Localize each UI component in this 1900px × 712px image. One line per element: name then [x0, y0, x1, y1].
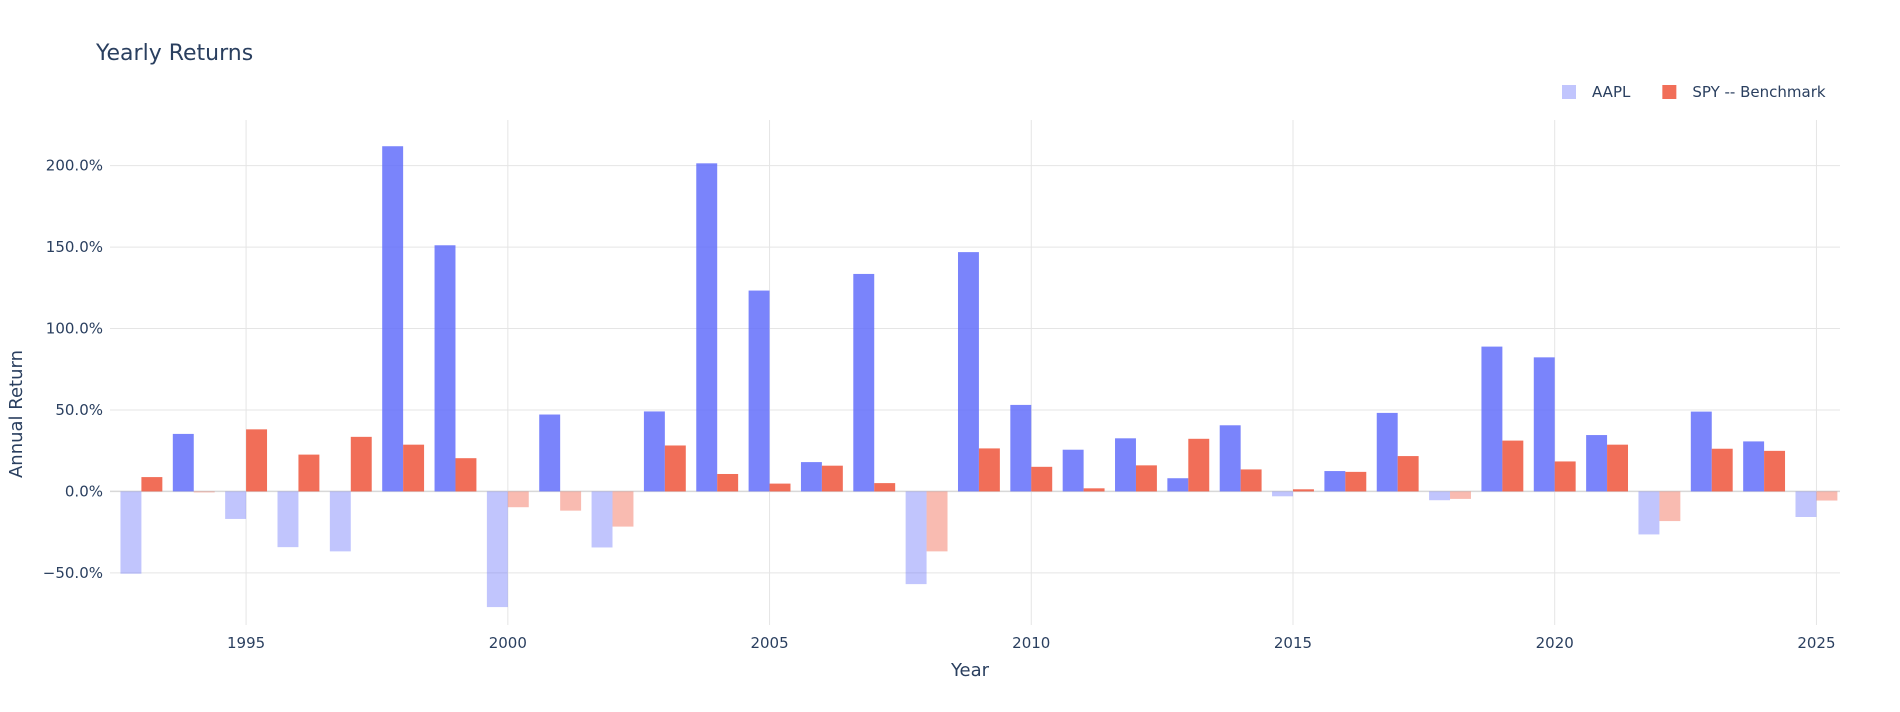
- spy-bar: [403, 444, 425, 492]
- aapl-bar: [1481, 346, 1503, 492]
- spy-bar: [507, 491, 529, 508]
- spy-bar: [560, 491, 582, 511]
- spy-bar: [769, 483, 791, 492]
- x-tick-label: 2010: [1012, 634, 1050, 652]
- aapl-bar: [1743, 441, 1765, 492]
- spy-bar: [1502, 440, 1524, 492]
- spy-bar: [1240, 469, 1262, 492]
- spy-bar: [246, 429, 268, 492]
- y-tick-label: 50.0%: [55, 401, 103, 419]
- aapl-bar: [591, 491, 613, 548]
- aapl-bar: [1638, 491, 1660, 535]
- aapl-bar: [1062, 449, 1084, 492]
- aapl-bar: [1272, 491, 1293, 497]
- spy-bar: [193, 491, 215, 493]
- spy-bar: [298, 454, 320, 492]
- x-tick-label: 1995: [227, 634, 265, 652]
- spy-bar: [1764, 450, 1786, 492]
- aapl-bar: [277, 491, 299, 548]
- spy-bar: [664, 445, 686, 492]
- spy-bar: [141, 477, 163, 492]
- legend-label: SPY -- Benchmark: [1692, 83, 1826, 101]
- x-tick-label: 2025: [1797, 634, 1835, 652]
- aapl-bar: [329, 491, 351, 552]
- y-tick-label: 0.0%: [65, 482, 103, 500]
- aapl-bar: [1324, 471, 1346, 492]
- aapl-bar: [800, 462, 822, 492]
- aapl-bar: [1586, 435, 1608, 492]
- aapl-bar: [957, 252, 979, 492]
- legend-swatch: [1562, 85, 1576, 99]
- aapl-bar: [1115, 438, 1136, 492]
- legend[interactable]: AAPL SPY -- Benchmark: [1562, 83, 1826, 101]
- aapl-bar: [434, 245, 456, 492]
- spy-bar: [978, 448, 1000, 492]
- spy-bar: [1135, 465, 1157, 492]
- spy-bar: [612, 491, 634, 527]
- aapl-bar: [1533, 357, 1555, 492]
- axes: 1995 2000 2005 2010 2015 2020 2025 −50.0% 0.0% 50…: [43, 157, 1836, 652]
- aapl-bar: [1795, 491, 1817, 517]
- spy-bar: [350, 436, 372, 492]
- aapl-bar: [382, 146, 404, 492]
- spy-bar: [1345, 471, 1367, 492]
- x-axis-title: Year: [950, 660, 990, 681]
- spy-bar: [717, 473, 739, 492]
- spy-bar: [1554, 461, 1576, 492]
- legend-item-aapl[interactable]: AAPL: [1562, 83, 1631, 101]
- aapl-bar: [853, 273, 875, 492]
- y-tick-label: −50.0%: [43, 564, 103, 582]
- spy-bar: [1083, 488, 1105, 492]
- legend-item-spy[interactable]: SPY -- Benchmark: [1662, 83, 1826, 101]
- aapl-bar: [696, 163, 718, 492]
- y-tick-label: 200.0%: [46, 157, 103, 175]
- spy-bar: [1607, 444, 1629, 492]
- aapl-bar: [905, 491, 927, 585]
- spy-bar: [1659, 491, 1681, 522]
- spy-bar: [926, 491, 948, 552]
- aapl-bar: [486, 491, 508, 608]
- aapl-bar: [643, 411, 665, 492]
- spy-bar: [1188, 438, 1210, 492]
- y-tick-label: 150.0%: [46, 238, 103, 256]
- aapl-bar: [748, 290, 770, 492]
- aapl-bar: [1167, 478, 1189, 492]
- y-tick-label: 100.0%: [46, 320, 103, 338]
- chart-title: Yearly Returns: [95, 41, 253, 66]
- y-axis-title: Annual Return: [6, 350, 27, 478]
- aapl-bar: [1010, 404, 1032, 492]
- aapl-bar: [225, 491, 247, 519]
- aapl-bar: [1690, 411, 1712, 492]
- spy-bar: [455, 458, 477, 492]
- spy-bar: [821, 465, 843, 492]
- bars: [120, 146, 1838, 608]
- spy-bar: [874, 483, 896, 492]
- spy-bar: [1816, 491, 1838, 501]
- x-tick-label: 2000: [489, 634, 527, 652]
- x-tick-label: 2020: [1536, 634, 1574, 652]
- spy-bar: [1711, 448, 1733, 492]
- x-tick-label: 2005: [750, 634, 788, 652]
- aapl-bar: [539, 414, 561, 492]
- aapl-bar: [1219, 425, 1241, 492]
- aapl-bar: [1429, 491, 1451, 501]
- x-tick-label: 2015: [1274, 634, 1312, 652]
- spy-bar: [1292, 489, 1314, 492]
- spy-bar: [1397, 456, 1419, 492]
- aapl-bar: [172, 433, 194, 492]
- aapl-bar: [1376, 412, 1398, 492]
- legend-swatch: [1662, 85, 1677, 99]
- spy-bar: [1031, 466, 1053, 492]
- legend-label: AAPL: [1592, 83, 1631, 101]
- aapl-bar: [120, 491, 142, 574]
- spy-bar: [1450, 491, 1471, 499]
